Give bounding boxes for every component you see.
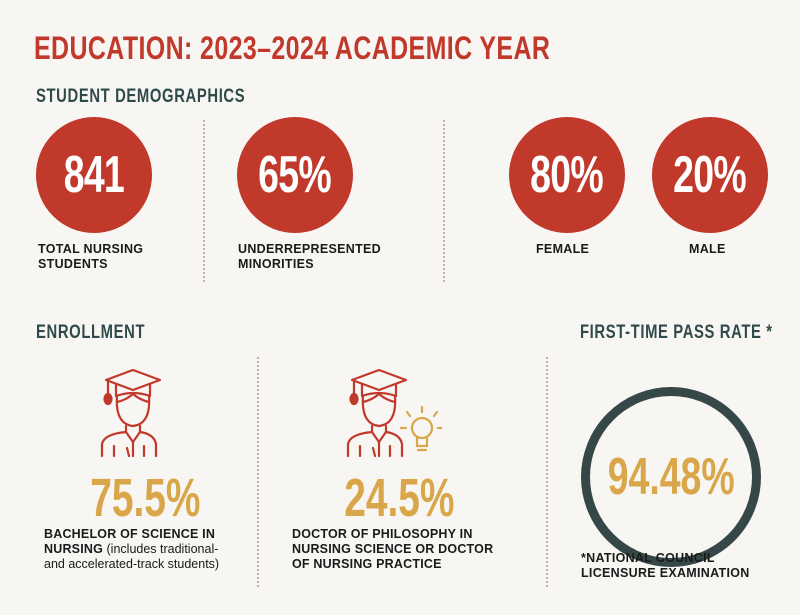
- stat-value-minorities: 65%: [258, 146, 332, 204]
- enrollment-bsn-label-line1: BACHELOR OF SCIENCE IN: [44, 527, 216, 541]
- pass-rate-value: 94.48%: [607, 448, 735, 506]
- stat-value-male: 20%: [673, 146, 747, 204]
- enrollment-bsn-value: 75.5%: [90, 468, 201, 528]
- stat-label-minorities-line2: MINORITIES: [238, 257, 314, 271]
- enrollment-bsn-label-line2-rest: (includes traditional-: [103, 542, 219, 556]
- stat-circle-minorities: 65%: [237, 117, 353, 233]
- stat-label-male: MALE: [689, 242, 726, 256]
- stat-value-total: 841: [63, 146, 125, 204]
- enrollment-doctoral-label-line1: DOCTOR OF PHILOSOPHY IN: [292, 527, 473, 541]
- page-title: EDUCATION: 2023–2024 ACADEMIC YEAR: [34, 30, 551, 66]
- pass-rate-footnote-line1: *NATIONAL COUNCIL: [581, 551, 715, 565]
- enrollment-doctoral-label: DOCTOR OF PHILOSOPHY IN NURSING SCIENCE …: [292, 527, 493, 572]
- stat-label-total-line2: STUDENTS: [38, 257, 108, 271]
- enrollment-heading: ENROLLMENT: [36, 322, 146, 343]
- enrollment-doctoral-value: 24.5%: [344, 468, 455, 528]
- demographics-heading: STUDENT DEMOGRAPHICS: [36, 86, 246, 107]
- graduate-lightbulb-icon: [346, 368, 442, 458]
- pass-rate-footnote: *NATIONAL COUNCIL LICENSURE EXAMINATION: [581, 551, 750, 581]
- enrollment-bsn-label-line3: and accelerated-track students): [44, 557, 220, 571]
- stat-circle-male: 20%: [652, 117, 768, 233]
- stat-value-female: 80%: [530, 146, 604, 204]
- divider: [257, 357, 259, 587]
- pass-rate-heading: FIRST-TIME PASS RATE *: [580, 322, 773, 343]
- stat-label-total-line1: TOTAL NURSING: [38, 242, 144, 256]
- graduate-icon: [100, 368, 162, 458]
- stat-label-total: TOTAL NURSING STUDENTS: [38, 242, 143, 272]
- divider: [443, 120, 445, 282]
- enrollment-bsn-label-line2-bold: NURSING: [44, 542, 104, 556]
- stat-label-minorities: UNDERREPRESENTED MINORITIES: [238, 242, 381, 272]
- stat-label-female: FEMALE: [536, 242, 590, 256]
- divider: [546, 357, 548, 587]
- pass-rate-ring: 94.48%: [581, 387, 761, 567]
- pass-rate-footnote-line2: LICENSURE EXAMINATION: [581, 566, 750, 580]
- stat-circle-female: 80%: [509, 117, 625, 233]
- enrollment-doctoral-label-line2: NURSING SCIENCE OR DOCTOR: [292, 542, 494, 556]
- enrollment-bsn-label: BACHELOR OF SCIENCE IN NURSING (includes…: [44, 527, 219, 572]
- stat-circle-total: 841: [36, 117, 152, 233]
- divider: [203, 120, 205, 282]
- enrollment-doctoral-label-line3: OF NURSING PRACTICE: [292, 557, 442, 571]
- stat-label-minorities-line1: UNDERREPRESENTED: [238, 242, 382, 256]
